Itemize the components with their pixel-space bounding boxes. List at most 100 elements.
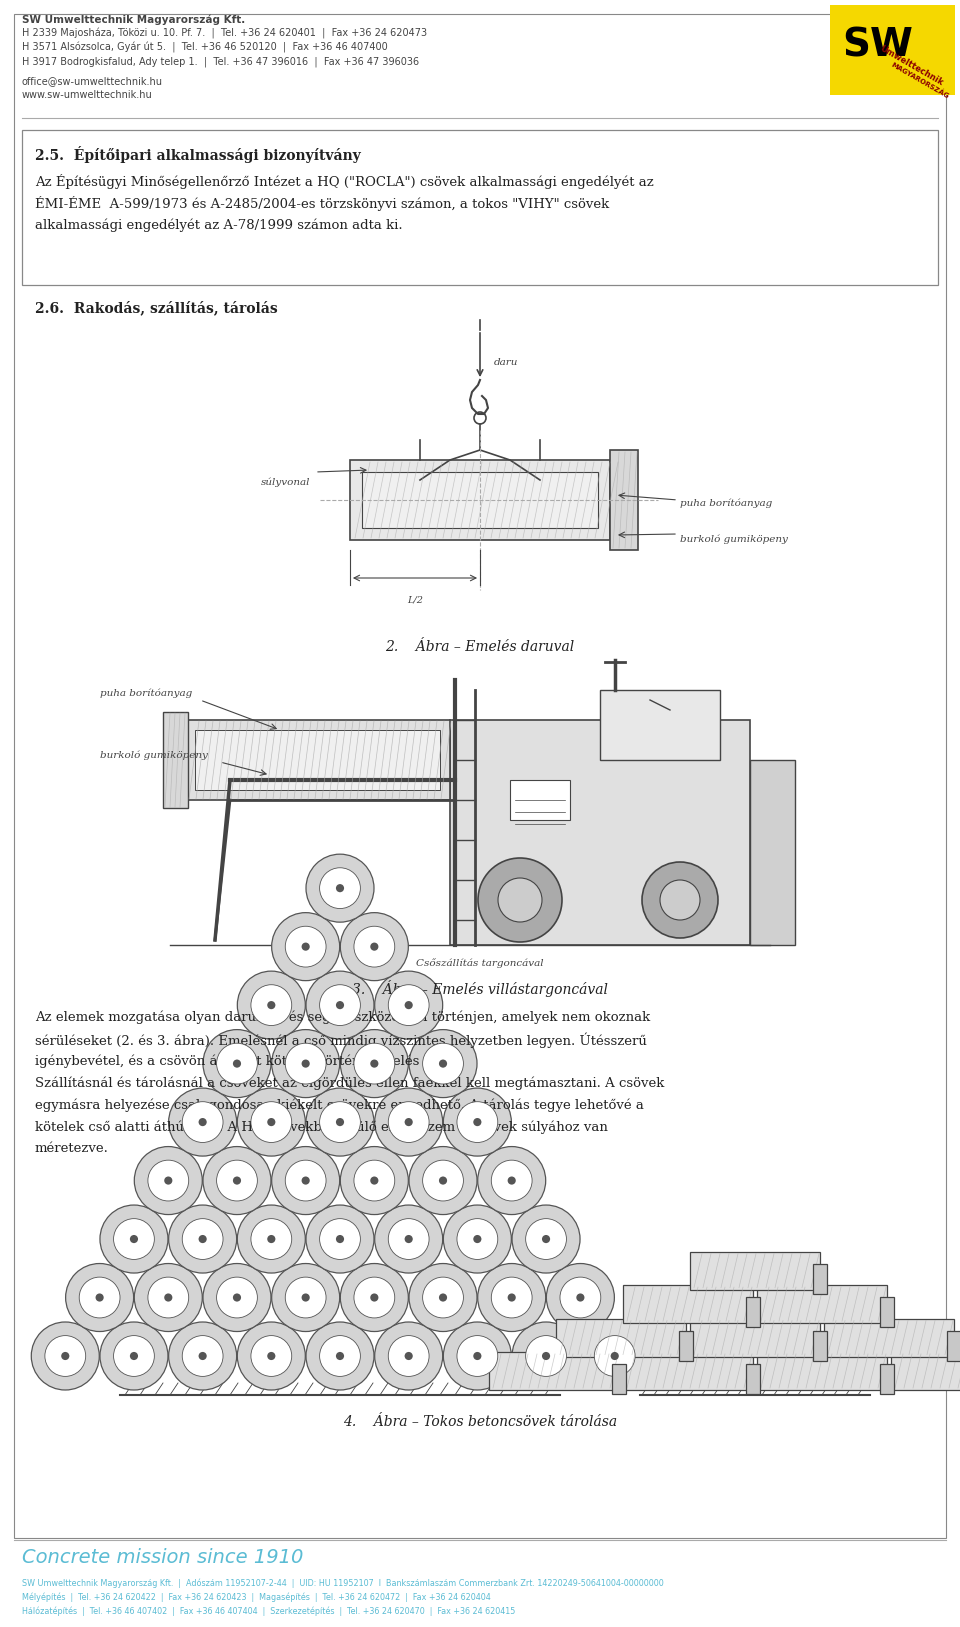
Circle shape — [374, 1088, 443, 1157]
Circle shape — [199, 1118, 206, 1126]
FancyBboxPatch shape — [830, 5, 955, 94]
Circle shape — [285, 926, 326, 966]
Circle shape — [404, 1352, 413, 1360]
Circle shape — [285, 1160, 326, 1201]
Circle shape — [444, 1088, 512, 1157]
Circle shape — [272, 1030, 340, 1098]
Text: H 3571 Alsózsolca, Gyár út 5.  |  Tel. +36 46 520120  |  Fax +36 46 407400: H 3571 Alsózsolca, Gyár út 5. | Tel. +36… — [22, 42, 388, 54]
Text: H 2339 Majosháza, Töközi u. 10. Pf. 7.  |  Tel. +36 24 620401  |  Fax +36 24 620: H 2339 Majosháza, Töközi u. 10. Pf. 7. |… — [22, 28, 427, 39]
Circle shape — [336, 1352, 344, 1360]
Circle shape — [320, 867, 360, 908]
Circle shape — [439, 1176, 447, 1184]
Circle shape — [320, 1219, 360, 1259]
Circle shape — [251, 1101, 292, 1142]
Circle shape — [388, 1101, 429, 1142]
Text: igénybevétel, és a csövön átfűzött kötéllel történő emelés tilos!: igénybevétel, és a csövön átfűzött kötél… — [35, 1054, 457, 1067]
Circle shape — [409, 1030, 477, 1098]
Circle shape — [199, 1235, 206, 1243]
Circle shape — [285, 1043, 326, 1084]
Circle shape — [233, 1293, 241, 1302]
Circle shape — [100, 1206, 168, 1272]
Text: L/2: L/2 — [407, 595, 423, 604]
Circle shape — [130, 1352, 138, 1360]
Circle shape — [512, 1206, 580, 1272]
Circle shape — [61, 1352, 69, 1360]
Circle shape — [96, 1293, 104, 1302]
Circle shape — [164, 1176, 173, 1184]
Circle shape — [134, 1147, 203, 1215]
Circle shape — [237, 971, 305, 1040]
Circle shape — [320, 984, 360, 1025]
Circle shape — [301, 1176, 310, 1184]
Circle shape — [404, 1235, 413, 1243]
Text: Umwelttechnik: Umwelttechnik — [878, 44, 945, 88]
Circle shape — [267, 1118, 276, 1126]
Bar — [185, 721, 450, 800]
Circle shape — [473, 1235, 482, 1243]
Circle shape — [374, 1323, 443, 1389]
Circle shape — [404, 1118, 413, 1126]
Bar — [679, 1331, 693, 1360]
Circle shape — [542, 1352, 550, 1360]
Circle shape — [130, 1235, 138, 1243]
Circle shape — [306, 1206, 374, 1272]
Circle shape — [422, 1277, 464, 1318]
Text: súlyvonal: súlyvonal — [260, 477, 310, 486]
Circle shape — [336, 883, 344, 892]
Circle shape — [217, 1160, 257, 1201]
Circle shape — [251, 1219, 292, 1259]
Circle shape — [354, 1160, 395, 1201]
Circle shape — [576, 1293, 585, 1302]
Circle shape — [306, 971, 374, 1040]
Text: 2.6.  Rakodás, szállítás, tárolás: 2.6. Rakodás, szállítás, tárolás — [35, 299, 277, 314]
Bar — [880, 1363, 894, 1394]
Bar — [947, 1331, 960, 1360]
Circle shape — [478, 1264, 545, 1331]
Circle shape — [182, 1219, 223, 1259]
Circle shape — [354, 1043, 395, 1084]
Text: 2.5.  Építőipari alkalmassági bizonyítvány: 2.5. Építőipari alkalmassági bizonyítván… — [35, 146, 361, 163]
Circle shape — [251, 984, 292, 1025]
Circle shape — [203, 1147, 271, 1215]
Text: burkoló gumiköpeny: burkoló gumiköpeny — [680, 534, 788, 543]
Circle shape — [526, 1219, 566, 1259]
Bar — [612, 1363, 626, 1394]
Circle shape — [113, 1219, 155, 1259]
Bar — [556, 1318, 686, 1357]
Circle shape — [306, 854, 374, 923]
Circle shape — [474, 412, 486, 425]
Circle shape — [478, 857, 562, 942]
Circle shape — [272, 913, 340, 981]
Bar — [746, 1297, 760, 1328]
Bar — [600, 690, 720, 760]
Circle shape — [594, 1336, 636, 1376]
Circle shape — [512, 1323, 580, 1389]
Circle shape — [272, 1264, 340, 1331]
Circle shape — [388, 984, 429, 1025]
Circle shape — [404, 1001, 413, 1009]
Circle shape — [237, 1088, 305, 1157]
Circle shape — [409, 1147, 477, 1215]
Text: 3.    Ábra – Emelés villástargoncával: 3. Ábra – Emelés villástargoncával — [352, 979, 608, 997]
Circle shape — [422, 1043, 464, 1084]
Bar — [610, 451, 638, 550]
Circle shape — [267, 1235, 276, 1243]
Text: daru: daru — [494, 358, 518, 368]
Text: Csőszállítás targoncával: Csőszállítás targoncával — [417, 958, 543, 968]
Circle shape — [267, 1001, 276, 1009]
Bar — [757, 1352, 887, 1389]
Text: puha borítóanyag: puha borítóanyag — [100, 688, 192, 698]
Circle shape — [169, 1323, 236, 1389]
Circle shape — [251, 1336, 292, 1376]
Circle shape — [581, 1323, 649, 1389]
Circle shape — [371, 942, 378, 950]
Circle shape — [354, 1277, 395, 1318]
Circle shape — [439, 1059, 447, 1067]
Circle shape — [285, 1277, 326, 1318]
Circle shape — [306, 1323, 374, 1389]
Circle shape — [473, 1352, 482, 1360]
Circle shape — [508, 1176, 516, 1184]
Bar — [163, 713, 188, 809]
Bar — [746, 1363, 760, 1394]
Circle shape — [354, 926, 395, 966]
